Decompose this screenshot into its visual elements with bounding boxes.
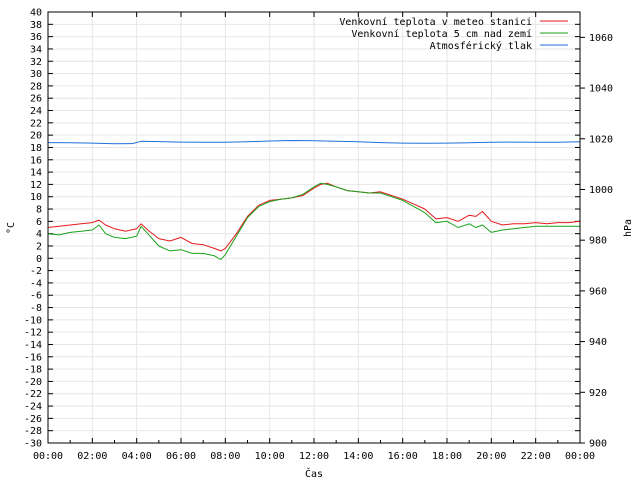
- right-tick-label: 980: [589, 236, 607, 247]
- x-tick-label: 06:00: [166, 451, 196, 462]
- x-tick-label: 00:00: [33, 451, 63, 462]
- left-tick-label: 6: [36, 217, 42, 228]
- left-tick-label: -4: [30, 278, 42, 289]
- left-tick-label: -6: [30, 291, 42, 302]
- left-tick-label: -26: [24, 414, 42, 425]
- series-line-venkovn-teplota-5-cm-nad-zem: [47, 182, 580, 260]
- left-tick-label: -2: [30, 266, 42, 277]
- right-tick-label: 1060: [589, 33, 613, 44]
- series-line-atmosf-rick-tlak: [47, 140, 581, 145]
- left-tick-label: -18: [24, 365, 42, 376]
- right-tick-label: 940: [589, 337, 607, 348]
- right-tick-label: 1020: [589, 134, 613, 145]
- x-tick-label: 10:00: [255, 451, 285, 462]
- x-tick-label: 20:00: [476, 451, 506, 462]
- left-tick-label: 40: [30, 8, 42, 19]
- left-tick-label: -20: [24, 377, 42, 388]
- x-tick-label: 04:00: [122, 451, 152, 462]
- x-tick-label: 12:00: [299, 451, 329, 462]
- x-tick-label: 18:00: [432, 451, 462, 462]
- left-tick-label: 36: [30, 32, 42, 43]
- left-tick-label: 34: [30, 44, 42, 55]
- left-tick-label: -16: [24, 352, 42, 363]
- left-tick-label: 30: [30, 69, 42, 80]
- left-axis-ticks: -30-28-26-24-22-20-18-16-14-12-10-8-6-4-…: [24, 8, 580, 450]
- left-tick-label: 8: [36, 205, 42, 216]
- left-tick-label: 0: [36, 254, 42, 265]
- x-tick-label: 02:00: [77, 451, 107, 462]
- left-tick-label: 18: [30, 143, 42, 154]
- x-axis-label: Čas: [305, 467, 323, 480]
- left-tick-label: -22: [24, 389, 42, 400]
- x-axis-ticks: 00:00 02:00 04:00 06:00 08:00 10:00 12:00 14:00…: [33, 12, 595, 462]
- left-tick-label: 26: [30, 94, 42, 105]
- left-tick-label: 10: [30, 192, 42, 203]
- plot-frame: [47, 11, 581, 444]
- left-tick-label: 24: [30, 106, 42, 117]
- right-tick-label: 960: [589, 286, 607, 297]
- left-tick-label: 22: [30, 118, 42, 129]
- legend-label-outdoor-temp: Venkovní teplota v meteo stanici: [339, 16, 532, 28]
- grid-lines: [48, 12, 580, 443]
- left-tick-label: -10: [24, 315, 42, 326]
- left-tick-label: 16: [30, 155, 42, 166]
- right-tick-label: 900: [589, 439, 607, 450]
- left-tick-label: 20: [30, 131, 42, 142]
- left-tick-label: 38: [30, 20, 42, 31]
- left-tick-label: -12: [24, 328, 42, 339]
- x-tick-label: 14:00: [343, 451, 373, 462]
- left-tick-label: -28: [24, 426, 42, 437]
- left-tick-label: -8: [30, 303, 42, 314]
- legend: Venkovní teplota v meteo stanici Venkovn…: [339, 16, 568, 52]
- right-tick-label: 1040: [589, 84, 613, 95]
- y-left-axis-label: °C: [6, 222, 17, 234]
- legend-label-pressure: Atmosférický tlak: [430, 40, 532, 52]
- y-right-axis-label: hPa: [623, 219, 634, 237]
- right-axis-ticks: 900 920 940 960 980 1000 1020 1040 1060: [580, 33, 613, 450]
- x-tick-label: 08:00: [210, 451, 240, 462]
- left-tick-label: -24: [24, 402, 42, 413]
- left-tick-label: 14: [30, 168, 42, 179]
- left-tick-label: -14: [24, 340, 42, 351]
- right-tick-label: 1000: [589, 185, 613, 196]
- left-tick-label: 4: [36, 229, 42, 240]
- series-layer: [47, 140, 581, 260]
- left-tick-label: 12: [30, 180, 42, 191]
- series-line-venkovn-teplota-v-meteo-stanici: [47, 182, 581, 252]
- left-tick-label: 32: [30, 57, 42, 68]
- right-tick-label: 920: [589, 388, 607, 399]
- left-tick-label: 2: [36, 241, 42, 252]
- left-tick-label: -30: [24, 439, 42, 450]
- x-tick-label: 22:00: [521, 451, 551, 462]
- legend-label-ground-temp: Venkovní teplota 5 cm nad zemí: [351, 28, 532, 40]
- x-tick-label: 00:00: [565, 451, 595, 462]
- x-tick-label: 16:00: [388, 451, 418, 462]
- left-tick-label: 28: [30, 81, 42, 92]
